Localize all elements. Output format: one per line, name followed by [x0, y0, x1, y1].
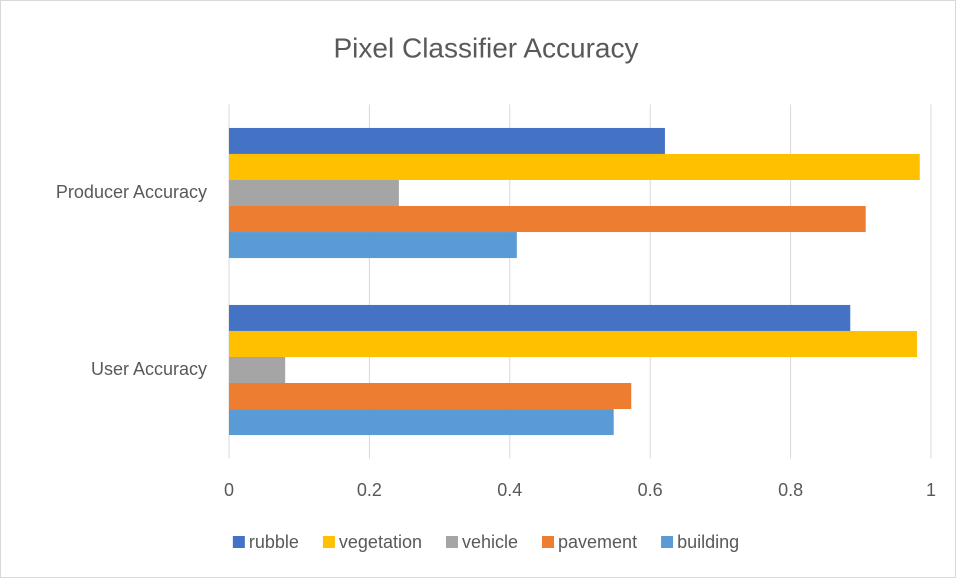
legend-label: vehicle: [462, 532, 518, 552]
legend-swatch: [542, 536, 555, 548]
y-tick-label: Producer Accuracy: [56, 182, 207, 202]
legend-label: vegetation: [339, 532, 422, 552]
bar: [229, 383, 632, 410]
bar: [229, 409, 614, 436]
legend-swatch: [322, 536, 335, 548]
x-tick-label: 0.2: [357, 480, 382, 500]
legend-swatch: [445, 536, 458, 548]
x-tick-label: 0: [224, 480, 234, 500]
bar: [229, 356, 286, 384]
legend-label: building: [677, 532, 739, 552]
legend-swatch: [661, 536, 674, 548]
bar: [229, 232, 517, 259]
bar: [229, 127, 665, 154]
legend-swatch: [232, 536, 245, 548]
chart-title: Pixel Classifier Accuracy: [334, 32, 639, 63]
bar: [229, 206, 866, 233]
bar: [229, 304, 851, 331]
x-tick-label: 0.8: [778, 480, 803, 500]
y-tick-label: User Accuracy: [91, 359, 207, 379]
x-tick-label: 0.4: [497, 480, 522, 500]
legend-label: pavement: [558, 532, 637, 552]
x-tick-label: 1: [926, 480, 936, 500]
bar: [229, 330, 917, 357]
bar: [229, 179, 399, 207]
bar: [229, 153, 920, 180]
x-tick-label: 0.6: [638, 480, 663, 500]
legend-label: rubble: [249, 532, 299, 552]
